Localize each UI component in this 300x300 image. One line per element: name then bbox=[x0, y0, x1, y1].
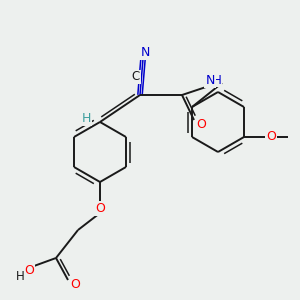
Text: H: H bbox=[81, 112, 91, 124]
Text: C: C bbox=[131, 70, 140, 83]
Text: H: H bbox=[16, 269, 24, 283]
Text: O: O bbox=[196, 118, 206, 130]
Text: H: H bbox=[213, 74, 221, 86]
Text: O: O bbox=[24, 263, 34, 277]
Text: O: O bbox=[266, 130, 276, 143]
Text: O: O bbox=[70, 278, 80, 290]
Text: N: N bbox=[205, 74, 215, 86]
Text: N: N bbox=[140, 46, 150, 59]
Text: O: O bbox=[95, 202, 105, 214]
